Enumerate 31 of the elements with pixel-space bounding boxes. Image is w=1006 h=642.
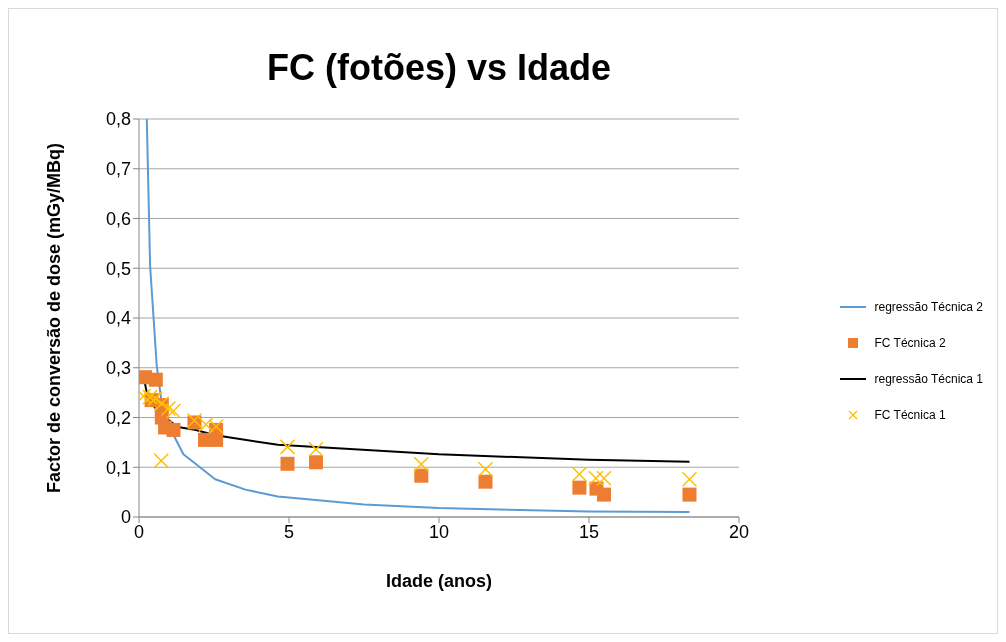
legend-label: FC Técnica 2 [874,336,946,350]
legend-label: FC Técnica 1 [874,408,946,422]
legend-label: regressão Técnica 1 [874,372,983,386]
y-tick-label: 0,8 [105,109,131,130]
line-series [145,119,691,514]
point [166,422,181,437]
point [148,372,163,387]
point [572,480,587,495]
point [309,455,323,470]
y-tick-label: 0,6 [105,208,131,229]
y-axis-title: Factor de conversão de dose (mGy/MBq) [44,142,65,494]
point [478,474,493,489]
chart-title: FC (fotões) vs Idade [265,47,612,89]
point [682,487,697,502]
x-axis-title: Idade (anos) [385,571,493,591]
x-tick-label: 10 [428,521,450,542]
x-tick-label: 0 [133,521,145,542]
y-tick-label: 0,5 [105,258,131,279]
y-tick-label: 0,4 [105,308,131,329]
y-tick-label: 0,3 [105,358,131,379]
point [280,456,295,471]
y-tick-label: 0 [120,507,131,528]
legend-label: regressão Técnica 2 [874,300,983,314]
x-tick-label: 15 [578,521,600,542]
point [597,487,611,502]
y-tick-label: 0,7 [105,159,131,180]
x-tick-label: 20 [728,521,750,542]
y-tick-label: 0,2 [105,407,131,428]
point [414,468,429,483]
x-tick-label: 5 [283,521,295,542]
y-tick-label: 0,1 [105,457,131,478]
